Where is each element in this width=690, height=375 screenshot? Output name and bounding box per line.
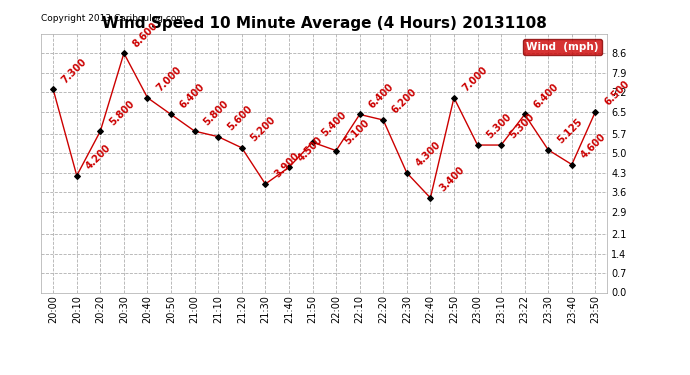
Point: [142, 95, 153, 101]
Point: [495, 142, 506, 148]
Text: 6.400: 6.400: [366, 81, 395, 110]
Text: 6.200: 6.200: [390, 87, 419, 116]
Point: [590, 109, 601, 115]
Point: [213, 134, 224, 140]
Text: 8.600: 8.600: [131, 20, 160, 49]
Text: 4.200: 4.200: [83, 142, 112, 171]
Point: [519, 111, 530, 117]
Point: [95, 128, 106, 134]
Text: 5.300: 5.300: [484, 112, 513, 141]
Text: 5.100: 5.100: [343, 118, 372, 147]
Text: 4.500: 4.500: [296, 134, 325, 163]
Point: [448, 95, 460, 101]
Point: [48, 86, 59, 92]
Text: 5.300: 5.300: [508, 112, 537, 141]
Text: 5.125: 5.125: [555, 117, 584, 146]
Text: 5.800: 5.800: [107, 98, 136, 127]
Point: [260, 181, 271, 187]
Point: [402, 170, 413, 176]
Point: [284, 164, 295, 170]
Point: [189, 128, 200, 134]
Point: [566, 162, 578, 168]
Text: 4.600: 4.600: [579, 132, 608, 160]
Text: 7.000: 7.000: [155, 65, 184, 94]
Text: 7.300: 7.300: [60, 56, 89, 85]
Text: 6.400: 6.400: [531, 81, 560, 110]
Point: [166, 111, 177, 117]
Text: 5.200: 5.200: [248, 115, 277, 144]
Point: [307, 139, 318, 145]
Text: Copyright 2013 Cariboulog.com: Copyright 2013 Cariboulog.com: [41, 14, 186, 23]
Point: [354, 111, 365, 117]
Text: 5.400: 5.400: [319, 109, 348, 138]
Point: [71, 172, 82, 178]
Point: [425, 195, 436, 201]
Text: 3.400: 3.400: [437, 165, 466, 194]
Point: [543, 147, 554, 153]
Title: Wind Speed 10 Minute Average (4 Hours) 20131108: Wind Speed 10 Minute Average (4 Hours) 2…: [102, 16, 546, 31]
Text: 4.300: 4.300: [414, 140, 442, 169]
Text: 6.500: 6.500: [602, 79, 631, 108]
Point: [472, 142, 483, 148]
Point: [377, 117, 388, 123]
Point: [236, 145, 247, 151]
Text: 6.400: 6.400: [178, 81, 207, 110]
Text: 7.000: 7.000: [461, 65, 490, 94]
Text: 3.900: 3.900: [273, 151, 301, 180]
Legend: Wind  (mph): Wind (mph): [523, 39, 602, 55]
Text: 5.600: 5.600: [225, 104, 254, 132]
Point: [119, 50, 130, 56]
Text: 5.800: 5.800: [201, 98, 230, 127]
Point: [331, 148, 342, 154]
